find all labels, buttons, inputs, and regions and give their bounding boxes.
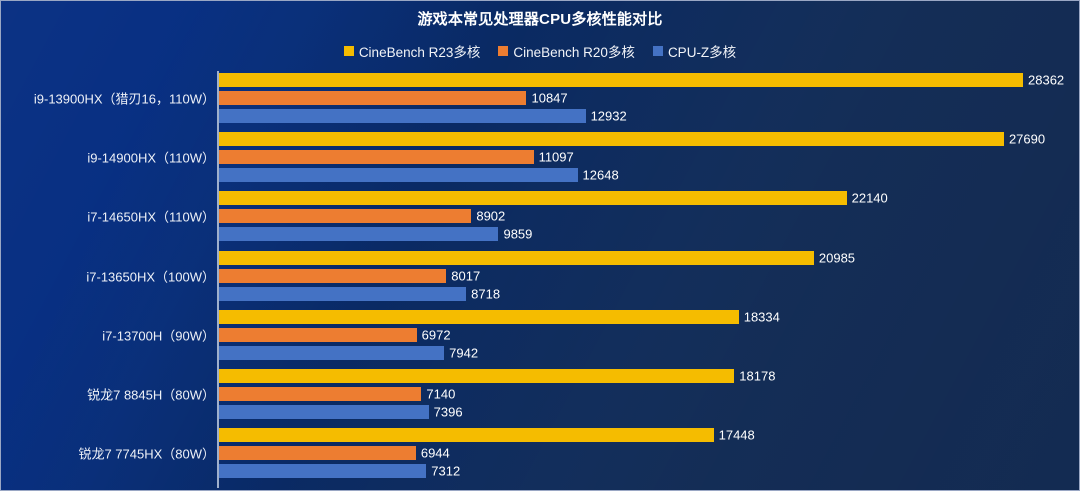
bar-row: 7942: [219, 345, 534, 361]
legend-label: CPU-Z多核: [667, 45, 737, 60]
bar-group: i9-13900HX（猎刃16，110W） 28362 10847 12932: [1, 72, 1079, 124]
legend-swatch-icon: [498, 46, 509, 56]
category-axis-line: [217, 71, 219, 488]
bar-value-label: 7140: [426, 386, 456, 402]
bar-row: 8902: [219, 208, 561, 224]
bar-row: 7312: [219, 463, 516, 479]
bar-value-label: 27690: [1008, 131, 1046, 147]
bar-2[interactable]: [219, 286, 467, 301]
bar-row: 7396: [219, 404, 519, 420]
bar-value-label: 6944: [420, 445, 450, 461]
bar-1[interactable]: [219, 268, 447, 283]
bar-row: 22140: [219, 190, 937, 206]
category-axis-label: 锐龙7 7745HX（80W）: [78, 446, 215, 462]
category-axis-label: i9-14900HX（110W）: [87, 150, 215, 166]
bar-row: 18178: [219, 368, 824, 384]
bar-value-label: 22140: [851, 190, 888, 206]
bar-value-label: 8902: [476, 208, 506, 224]
legend-item[interactable]: CPU-Z多核: [652, 41, 737, 61]
plot-area: i9-13900HX（猎刃16，110W） 28362 10847 12932 i9-1…: [1, 69, 1079, 489]
bar-value-label: 6972: [421, 327, 451, 343]
bar-group: i9-14900HX（110W） 27690 11097 12648: [1, 131, 1079, 183]
bar-1[interactable]: [219, 446, 416, 461]
bar-value-label: 10847: [531, 90, 568, 106]
bar-row: 8017: [219, 268, 536, 284]
bar-2[interactable]: [219, 109, 586, 123]
bar-row: 27690: [219, 131, 1079, 147]
bar-row: 11097: [219, 149, 624, 165]
bar-row: 6944: [219, 445, 506, 461]
bar-value-label: 18334: [743, 309, 780, 325]
bar-row: 20985: [219, 250, 904, 266]
category-axis-label: 锐龙7 8845H（80W）: [87, 387, 215, 403]
bar-2[interactable]: [219, 405, 429, 419]
bar-value-label: 28362: [1028, 72, 1065, 88]
page-title: 游戏本常见处理器CPU多核性能对比: [417, 11, 663, 28]
bar-value-label: 12648: [582, 167, 619, 183]
chart-legend: CineBench R23多核 CineBench R20多核 CPU-Z多核: [1, 41, 1079, 61]
bar-value-label: 7396: [433, 404, 463, 420]
bar-0[interactable]: [219, 191, 847, 206]
category-axis-label: i9-13900HX（猎刃16，110W）: [33, 91, 215, 107]
bar-row: 12932: [219, 108, 676, 124]
bar-0[interactable]: [219, 73, 1023, 87]
bar-1[interactable]: [219, 209, 472, 224]
legend-label: CineBench R23多核: [358, 45, 481, 60]
bar-value-label: 9859: [503, 226, 533, 242]
legend-swatch-icon: [652, 46, 663, 56]
bar-row: 12648: [219, 167, 668, 183]
category-axis-label: i7-14650HX（110W）: [87, 209, 215, 225]
bar-row: 10847: [219, 90, 616, 106]
bar-row: 9859: [219, 226, 588, 242]
bar-group: i7-14650HX（110W） 22140 8902 9859: [1, 190, 1079, 242]
bar-value-label: 12932: [590, 108, 627, 124]
bar-group: 锐龙7 8845H（80W） 18178 7140 7396: [1, 368, 1079, 420]
bar-0[interactable]: [219, 250, 814, 265]
bar-2[interactable]: [219, 168, 578, 183]
bar-group: i7-13700H（90W） 18334 6972 7942: [1, 309, 1079, 361]
bar-group: i7-13650HX（100W） 20985 8017 8718: [1, 250, 1079, 302]
bar-1[interactable]: [219, 150, 534, 165]
legend-swatch-icon: [343, 46, 354, 56]
category-axis-label: i7-13700H（90W）: [102, 328, 215, 344]
category-axis-label: i7-13650HX（100W）: [86, 269, 215, 285]
bar-value-label: 8718: [471, 286, 501, 302]
bar-2[interactable]: [219, 227, 499, 242]
bar-value-label: 18178: [739, 368, 776, 384]
bar-row: 8718: [219, 286, 556, 302]
bar-2[interactable]: [219, 345, 445, 360]
bar-row: 18334: [219, 309, 829, 325]
legend-item[interactable]: CineBench R23多核: [343, 41, 481, 61]
legend-label: CineBench R20多核: [513, 45, 635, 60]
bar-value-label: 7312: [431, 463, 461, 479]
bar-1[interactable]: [219, 387, 422, 401]
bar-row: 7140: [219, 386, 511, 402]
bar-row: 17448: [219, 427, 804, 443]
bar-1[interactable]: [219, 91, 527, 105]
bar-row: 6972: [219, 327, 507, 343]
bar-0[interactable]: [219, 369, 735, 383]
bar-value-label: 17448: [718, 427, 755, 443]
bar-row: 28362: [219, 72, 1079, 88]
bar-0[interactable]: [219, 428, 714, 443]
legend-item[interactable]: CineBench R20多核: [498, 41, 635, 61]
bar-value-label: 20985: [818, 250, 856, 266]
bar-0[interactable]: [219, 309, 739, 324]
bar-1[interactable]: [219, 327, 417, 342]
bar-0[interactable]: [219, 132, 1004, 147]
bar-value-label: 7942: [449, 345, 479, 361]
bar-2[interactable]: [219, 464, 427, 479]
bar-group: 锐龙7 7745HX（80W） 17448 6944 7312: [1, 427, 1079, 479]
bar-value-label: 8017: [451, 268, 481, 284]
bar-value-label: 11097: [538, 149, 574, 165]
